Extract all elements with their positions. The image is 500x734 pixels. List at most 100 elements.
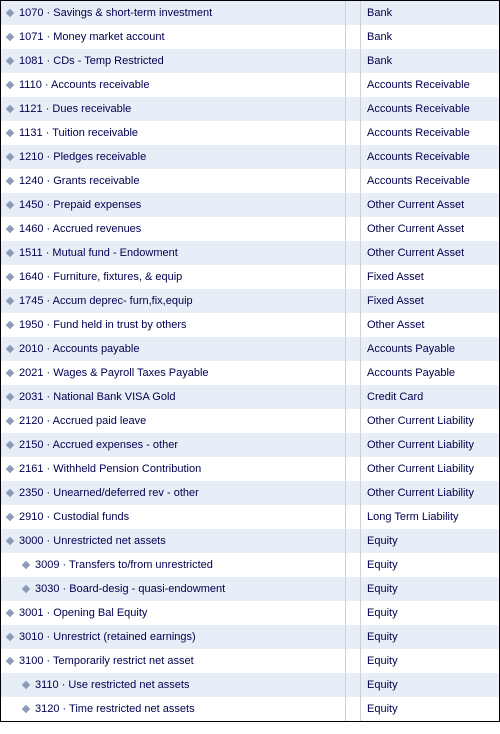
account-type-cell: Equity [361,607,499,619]
table-row[interactable]: 2910 · Custodial funds Long Term Liabilit… [1,505,499,529]
account-type-label: Equity [367,535,398,547]
gap-cell [346,169,361,193]
account-name-cell: 2021 · Wages & Payroll Taxes Payable [1,361,346,385]
gap-cell [346,385,361,409]
account-name-label: 2161 · Withheld Pension Contribution [19,463,201,475]
account-type-label: Accounts Receivable [367,175,470,187]
bullet-icon [22,705,30,713]
table-row[interactable]: 3030 · Board-desig - quasi-endowmentEqui… [1,577,499,601]
table-row[interactable]: 3100 · Temporarily restrict net asset Equ… [1,649,499,673]
account-type-cell: Bank [361,7,499,19]
account-name-cell: 2910 · Custodial funds [1,505,346,529]
bullet-icon [6,177,14,185]
account-name-label: 1070 · Savings & short-term investment [19,7,212,19]
gap-cell [346,337,361,361]
gap-cell [346,313,361,337]
table-row[interactable]: 1070 · Savings & short-term investment Ba… [1,1,499,25]
account-name-label: 1240 · Grants receivable [19,175,139,187]
account-type-cell: Other Current Asset [361,247,499,259]
account-name-label: 1210 · Pledges receivable [19,151,146,163]
account-type-label: Other Current Asset [367,199,464,211]
account-type-cell: Long Term Liability [361,511,499,523]
table-row[interactable]: 1950 · Fund held in trust by othersOther… [1,313,499,337]
bullet-icon [6,201,14,209]
account-name-cell: 3110 · Use restricted net assets [1,673,346,697]
account-name-label: 3010 · Unrestrict (retained earnings) [19,631,196,643]
account-type-cell: Other Current Liability [361,487,499,499]
account-type-label: Equity [367,703,398,715]
account-type-cell: Accounts Receivable [361,79,499,91]
account-type-label: Fixed Asset [367,271,424,283]
bullet-icon [6,393,14,401]
account-type-label: Equity [367,583,398,595]
bullet-icon [6,249,14,257]
account-name-label: 1450 · Prepaid expenses [19,199,141,211]
gap-cell [346,25,361,49]
account-name-label: 1640 · Furniture, fixtures, & equip [19,271,182,283]
table-row[interactable]: 2350 · Unearned/deferred rev - otherOthe… [1,481,499,505]
account-type-cell: Equity [361,631,499,643]
table-row[interactable]: 1210 · Pledges receivableAccounts Receiv… [1,145,499,169]
account-type-cell: Bank [361,31,499,43]
table-row[interactable]: 3009 · Transfers to/from unrestrictedEqu… [1,553,499,577]
table-row[interactable]: 3000 · Unrestricted net assetsEquity [1,529,499,553]
gap-cell [346,193,361,217]
gap-cell [346,121,361,145]
bullet-icon [6,441,14,449]
account-type-label: Bank [367,31,392,43]
account-type-cell: Accounts Receivable [361,127,499,139]
account-name-cell: 3120 · Time restricted net assets [1,697,346,721]
table-row[interactable]: 3120 · Time restricted net assets Equity [1,697,499,721]
table-row[interactable]: 1745 · Accum deprec- furn,fix,equipFixed… [1,289,499,313]
table-row[interactable]: 2010 · Accounts payableAccounts Payable [1,337,499,361]
bullet-icon [6,57,14,65]
gap-cell [346,217,361,241]
account-type-cell: Equity [361,655,499,667]
account-name-label: 1460 · Accrued revenues [19,223,141,235]
table-row[interactable]: 3110 · Use restricted net assetsEquity [1,673,499,697]
bullet-icon [6,129,14,137]
table-row[interactable]: 1081 · CDs - Temp RestrictedBank [1,49,499,73]
account-type-cell: Credit Card [361,391,499,403]
account-type-cell: Accounts Payable [361,343,499,355]
account-name-label: 1511 · Mutual fund - Endowment [19,247,178,259]
account-name-label: 2021 · Wages & Payroll Taxes Payable [19,367,209,379]
table-row[interactable]: 1511 · Mutual fund - Endowment Other Curr… [1,241,499,265]
gap-cell [346,529,361,553]
account-type-label: Equity [367,631,398,643]
account-name-label: 1071 · Money market account [19,31,165,43]
bullet-icon [6,33,14,41]
account-name-cell: 1950 · Fund held in trust by others [1,313,346,337]
table-row[interactable]: 1121 · Dues receivableAccounts Receivabl… [1,97,499,121]
table-row[interactable]: 2150 · Accrued expenses - otherOther Cur… [1,433,499,457]
account-type-cell: Accounts Payable [361,367,499,379]
account-type-cell: Equity [361,559,499,571]
account-name-label: 3100 · Temporarily restrict net asset [19,655,194,667]
table-row[interactable]: 2031 · National Bank VISA Gold Credit Car… [1,385,499,409]
account-name-cell: 2031 · National Bank VISA Gold [1,385,346,409]
table-row[interactable]: 3010 · Unrestrict (retained earnings) Equ… [1,625,499,649]
account-name-cell: 3100 · Temporarily restrict net asset [1,649,346,673]
table-row[interactable]: 1640 · Furniture, fixtures, & equip Fixed… [1,265,499,289]
table-row[interactable]: 1071 · Money market account Bank [1,25,499,49]
account-type-cell: Equity [361,703,499,715]
gap-cell [346,73,361,97]
table-row[interactable]: 2161 · Withheld Pension Contribution Othe… [1,457,499,481]
gap-cell [346,577,361,601]
account-type-label: Bank [367,7,392,19]
account-name-cell: 1745 · Accum deprec- furn,fix,equip [1,289,346,313]
table-row[interactable]: 2120 · Accrued paid leaveOther Current L… [1,409,499,433]
table-row[interactable]: 3001 · Opening Bal EquityEquity [1,601,499,625]
table-row[interactable]: 1110 · Accounts receivableAccounts Recei… [1,73,499,97]
account-name-cell: 2150 · Accrued expenses - other [1,433,346,457]
gap-cell [346,457,361,481]
table-row[interactable]: 1240 · Grants receivable Accounts Receiva… [1,169,499,193]
table-row[interactable]: 1460 · Accrued revenues Other Current Ass… [1,217,499,241]
account-type-cell: Other Current Liability [361,463,499,475]
table-row[interactable]: 1131 · Tuition receivableAccounts Receiv… [1,121,499,145]
table-row[interactable]: 2021 · Wages & Payroll Taxes Payable Acco… [1,361,499,385]
account-type-cell: Accounts Receivable [361,175,499,187]
table-row[interactable]: 1450 · Prepaid expenses Other Current Ass… [1,193,499,217]
account-type-label: Other Current Asset [367,223,464,235]
bullet-icon [6,633,14,641]
